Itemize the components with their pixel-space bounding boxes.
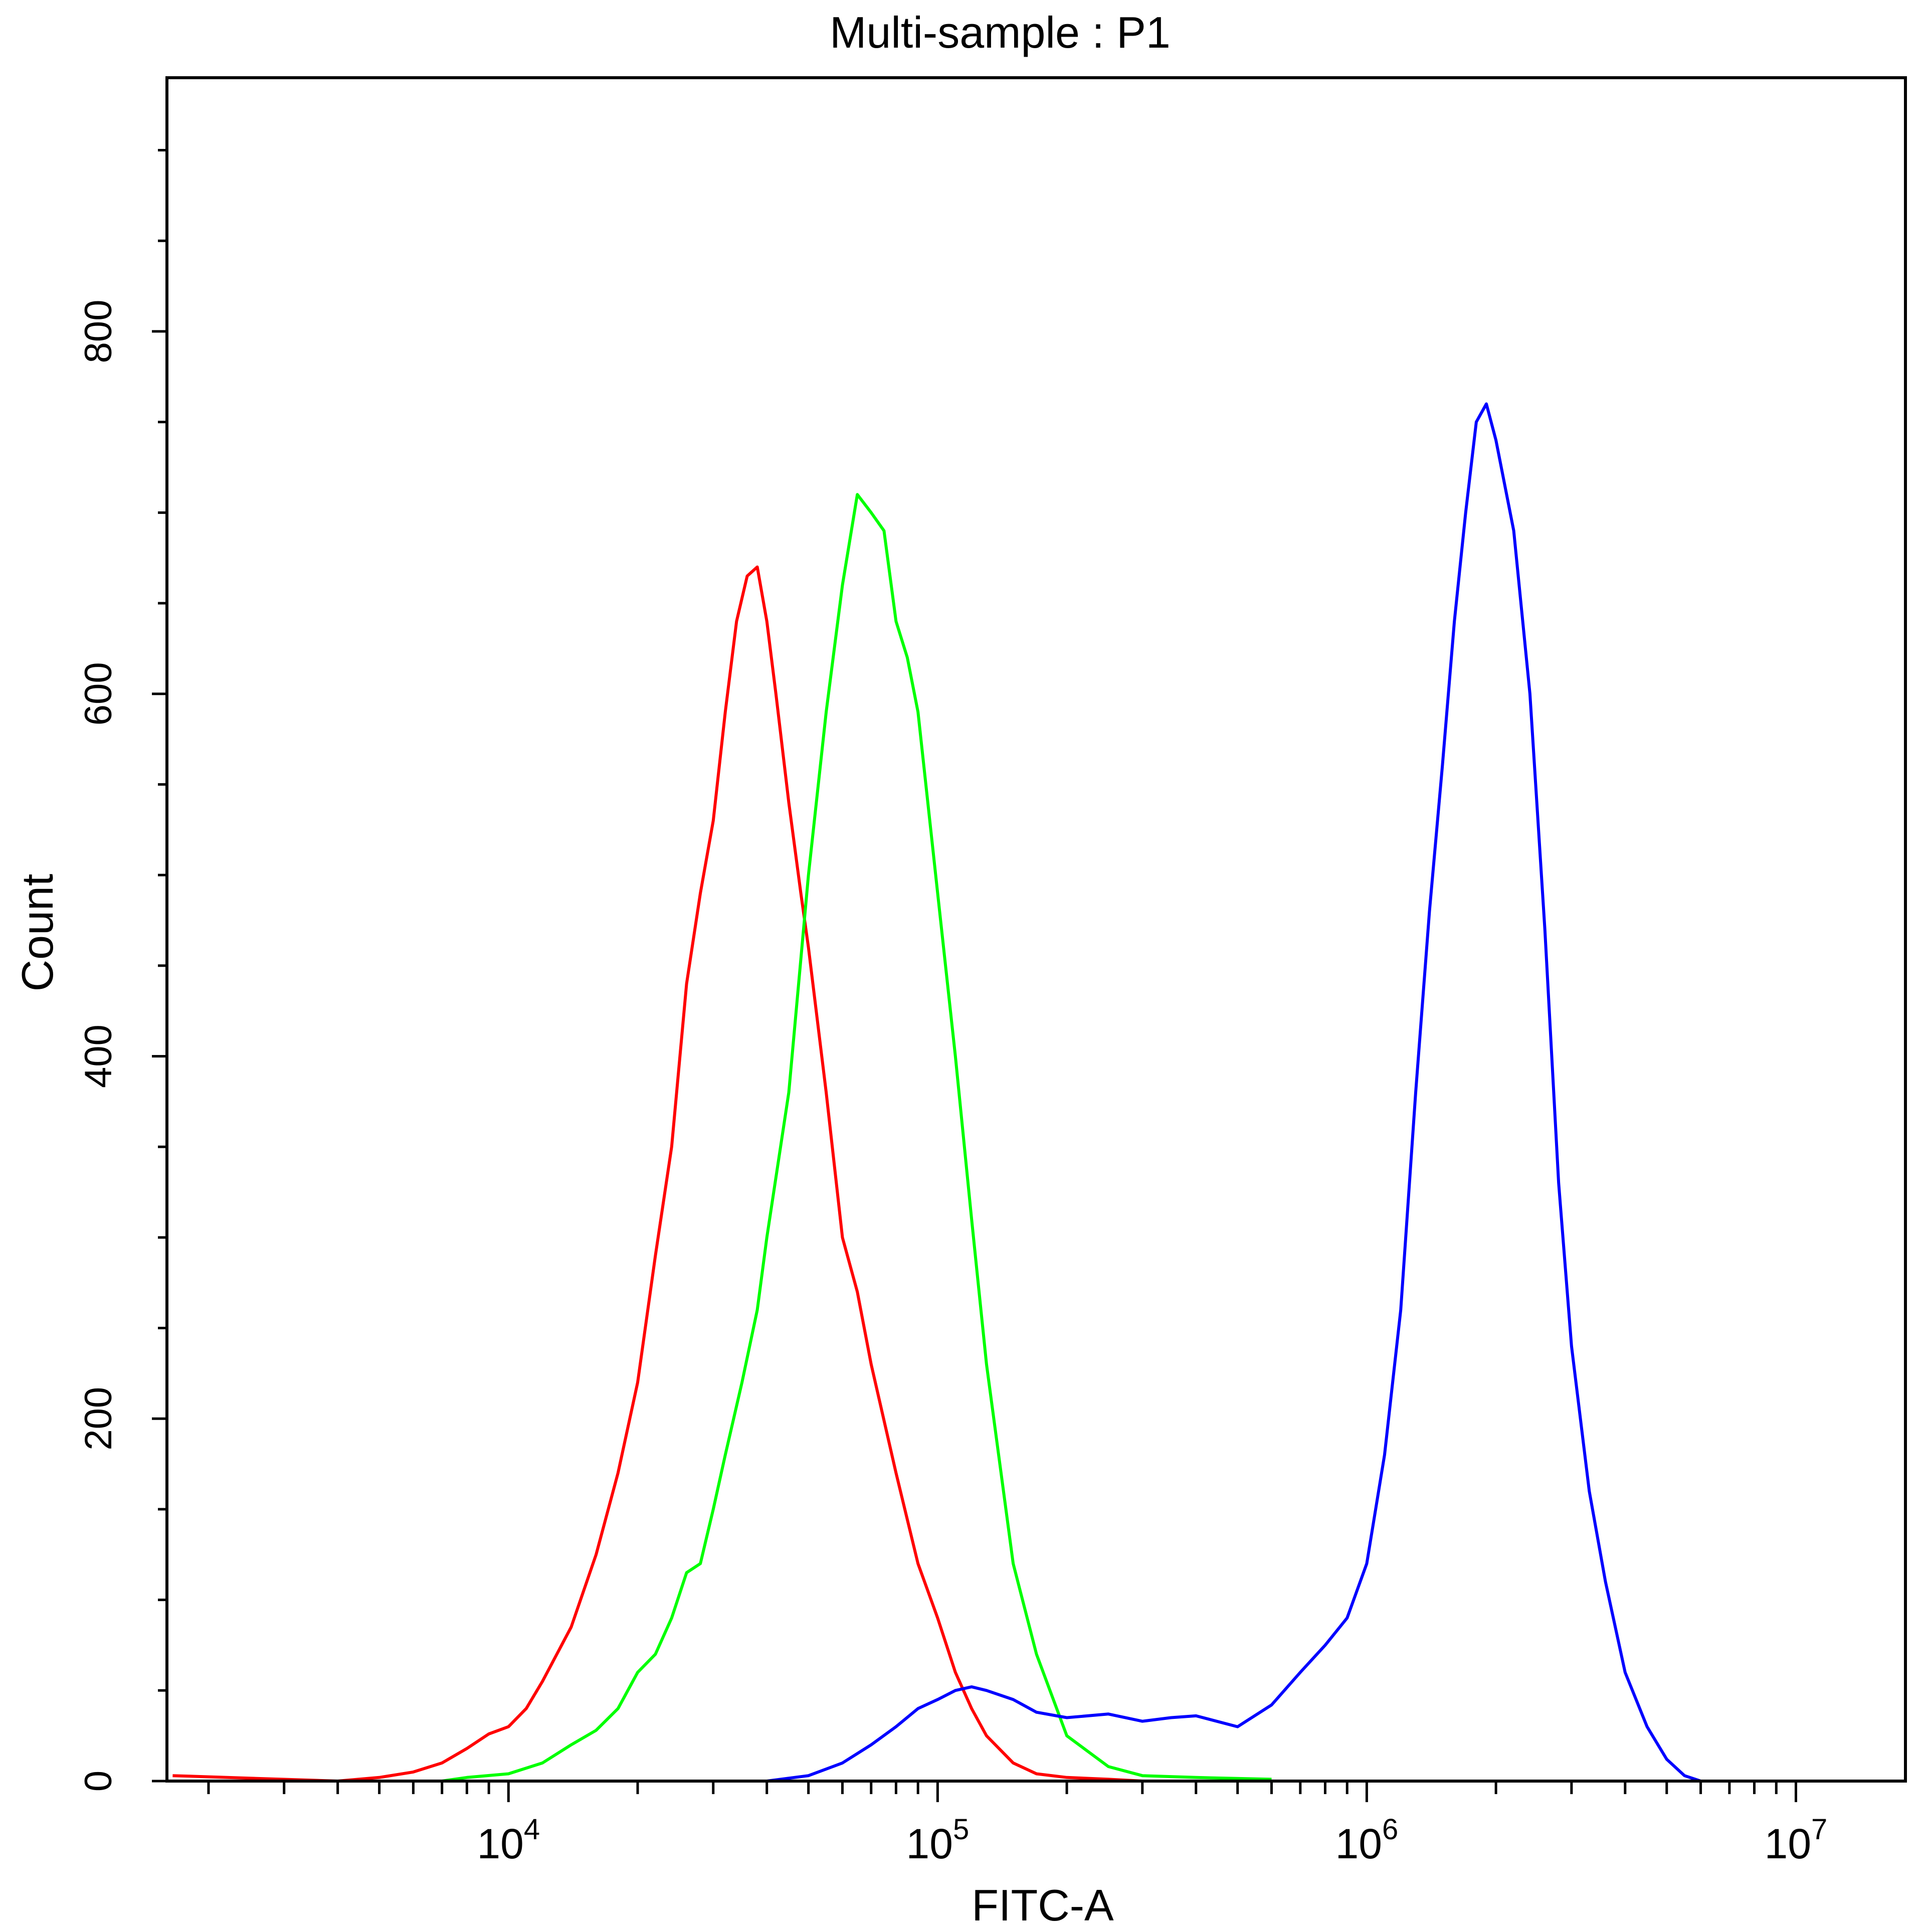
series-lines xyxy=(172,402,1701,1783)
series-line-2 xyxy=(442,493,1272,1783)
plot-frame xyxy=(165,76,1907,1783)
y-tick-label: 800 xyxy=(77,300,120,364)
series-line-1 xyxy=(172,565,1142,1783)
y-axis-label: Count xyxy=(13,874,62,992)
chart-title: Multi-sample : P1 xyxy=(830,8,1171,57)
y-tick-label: 600 xyxy=(77,662,120,726)
x-tick-label: 104 xyxy=(477,1813,540,1867)
x-tick-label: 105 xyxy=(906,1813,970,1867)
y-tick-label: 0 xyxy=(77,1771,120,1792)
x-tick-label: 106 xyxy=(1335,1813,1399,1867)
x-tick-label: 107 xyxy=(1765,1813,1828,1867)
x-axis-label: FITC-A xyxy=(972,1880,1114,1929)
axis-ticks: 0 200 400 600 800 104 105 106 107 xyxy=(77,149,1828,1867)
y-tick-label: 200 xyxy=(77,1387,120,1451)
series-line-3 xyxy=(766,402,1701,1783)
y-tick-label: 400 xyxy=(77,1024,120,1088)
